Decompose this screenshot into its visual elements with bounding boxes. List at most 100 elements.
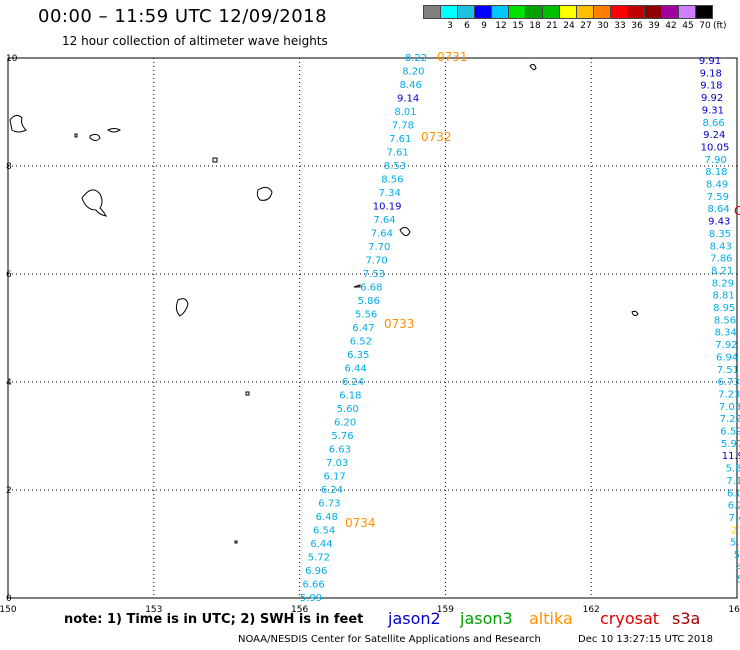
- swh-value-label-east: 7.03: [719, 402, 740, 413]
- swh-value-label: 5.56: [355, 310, 377, 321]
- color-scale-tick: 70: [699, 21, 711, 31]
- swh-value-label-east: 7.1: [726, 476, 740, 487]
- swh-value-label: 7.61: [389, 134, 411, 145]
- swh-value-label: 7.34: [379, 188, 401, 199]
- swh-value-label-east: 6.2: [728, 501, 740, 512]
- island-outline: [353, 284, 361, 288]
- swh-value-label: 6.52: [350, 337, 372, 348]
- swh-value-label-east: 7.86: [710, 254, 732, 265]
- swh-value-label-east: 11.9: [722, 451, 740, 462]
- swh-value-label-east: 7.4: [728, 513, 740, 524]
- swh-value-label-east: 9.31: [702, 105, 724, 116]
- color-scale-tick: 33: [614, 21, 626, 31]
- swh-value-label: 7.53: [363, 269, 385, 280]
- swh-value-label-east: 8.66: [702, 118, 724, 129]
- color-scale-tick: 6: [464, 21, 470, 31]
- swh-value-label-east: 8.29: [712, 278, 734, 289]
- island-outline: [107, 128, 121, 133]
- x-tick-label: 162: [583, 605, 600, 615]
- swh-value-label-east: 5.: [734, 550, 740, 561]
- swh-value-label: 6.20: [334, 418, 356, 429]
- swh-value-label: 6.96: [305, 566, 327, 577]
- swh-value-label: 7.70: [365, 256, 387, 267]
- island-outline: [9, 114, 27, 133]
- swh-value-label-east: 9.91: [699, 56, 721, 67]
- swh-value-label-east: 8.43: [710, 241, 732, 252]
- legend-item-jason3: jason3: [460, 609, 513, 628]
- color-scale-tick: 30: [597, 21, 609, 31]
- footer-credit: NOAA/NESDIS Center for Satellite Applica…: [238, 634, 541, 645]
- edge-cut-label: C: [734, 204, 740, 218]
- x-tick-label: 156: [291, 605, 308, 615]
- swh-value-label-east: 8.56: [714, 315, 736, 326]
- chart-subtitle: 12 hour collection of altimeter wave hei…: [62, 34, 328, 48]
- swh-value-label: 6.44: [310, 539, 332, 550]
- color-scale-tick: 24: [563, 21, 575, 31]
- swh-value-label-east: 9.24: [703, 130, 725, 141]
- color-scale-tick: 15: [512, 21, 524, 31]
- color-scale-tick: 36: [631, 21, 643, 31]
- swh-value-label: 7.64: [371, 229, 393, 240]
- note-text: note: 1) Time is in UTC; 2) SWH is in fe…: [64, 612, 364, 627]
- swh-value-label: 6.35: [347, 350, 369, 361]
- swh-value-label-east: 7.92: [715, 340, 737, 351]
- swh-value-label-east: 8.34: [715, 328, 737, 339]
- island-outline: [74, 133, 78, 138]
- swh-value-label: 6.18: [339, 391, 361, 402]
- y-tick-label: 2: [6, 486, 12, 496]
- color-scale-tick: 42: [665, 21, 677, 31]
- swh-value-label-east: 8.64: [707, 204, 729, 215]
- color-scale-tick: 21: [546, 21, 558, 31]
- swh-value-label: 7.70: [368, 242, 390, 253]
- color-scale-tick: 18: [529, 21, 541, 31]
- x-tick-label: 159: [437, 605, 454, 615]
- legend-item-s3a: s3a: [672, 609, 701, 628]
- swh-value-label-east: 8.21: [711, 266, 733, 277]
- swh-value-label: 5.76: [331, 431, 353, 442]
- swh-value-label-east: 7.51: [717, 365, 739, 376]
- swh-value-label-east: 5.97: [721, 439, 740, 450]
- swh-value-label-east: 7.59: [707, 192, 729, 203]
- swh-value-label-east: 7.90: [705, 155, 727, 166]
- swh-value-label-east: 9.43: [708, 217, 730, 228]
- color-scale-tick: 39: [648, 21, 660, 31]
- swh-value-label-east: 6.94: [716, 352, 738, 363]
- swh-value-label-east: 8.81: [712, 291, 734, 302]
- pass-time-label: 0732: [421, 130, 452, 144]
- swh-value-label-east: 21: [731, 525, 740, 536]
- swh-value-label-east: 10.05: [701, 142, 730, 153]
- color-scale-tick: 9: [481, 21, 487, 31]
- island-outline: [212, 157, 218, 163]
- island-outline: [399, 226, 411, 236]
- swh-value-label: 5.72: [308, 553, 330, 564]
- swh-value-label: 5.86: [358, 296, 380, 307]
- swh-value-label-east: 7.22: [720, 414, 740, 425]
- color-scale-tick: 12: [495, 21, 507, 31]
- island-outline: [175, 298, 189, 317]
- legend-item-cryosat: cryosat: [600, 609, 660, 628]
- color-scale-bar: [423, 5, 713, 19]
- swh-value-label-east: 8.95: [713, 303, 735, 314]
- swh-value-label: 9.14: [397, 94, 419, 105]
- swh-value-label: 10.19: [373, 202, 402, 213]
- swh-value-label-east: 8.35: [709, 229, 731, 240]
- swh-value-label-east: 9.18: [700, 81, 722, 92]
- pass-time-label: 0733: [384, 317, 415, 331]
- swh-value-label: 7.61: [386, 148, 408, 159]
- swh-value-label: 6.66: [302, 580, 324, 591]
- swh-value-label: 6.68: [360, 283, 382, 294]
- swh-value-label-east: 8.49: [706, 180, 728, 191]
- x-tick-label: 150: [0, 605, 17, 615]
- y-tick-label: 10: [6, 54, 18, 64]
- swh-value-label: 8.53: [384, 161, 406, 172]
- swh-value-label: 5.99: [300, 593, 322, 604]
- swh-value-label-east: 5: [737, 575, 740, 586]
- island-outline: [81, 189, 107, 217]
- swh-value-label-east: 4: [736, 562, 740, 573]
- x-tick-label: 165: [728, 605, 740, 615]
- chart-title: 00:00 – 11:59 UTC 12/09/2018: [38, 6, 328, 27]
- swh-value-label: 6.24: [321, 485, 343, 496]
- swh-value-label-east: 9.92: [701, 93, 723, 104]
- swh-value-label: 8.46: [400, 80, 422, 91]
